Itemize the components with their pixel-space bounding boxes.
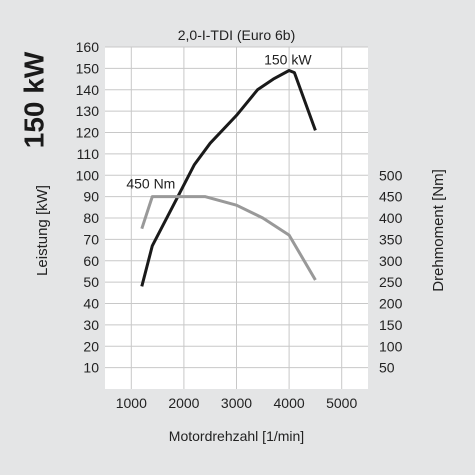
x-tick-label: 3000 bbox=[221, 395, 252, 411]
y-tick-label: 90 bbox=[83, 189, 99, 205]
y-tick-label: 30 bbox=[83, 317, 99, 333]
y-tick-label: 80 bbox=[83, 210, 99, 226]
y-tick-label: 110 bbox=[77, 146, 100, 162]
y-tick-label: 100 bbox=[76, 167, 100, 183]
y-tick-label: 140 bbox=[76, 82, 100, 98]
y2-tick-label: 150 bbox=[379, 317, 403, 333]
y2-tick-label: 400 bbox=[379, 210, 403, 226]
x-axis-label: Motordrehzahl [1/min] bbox=[169, 428, 304, 444]
y-tick-label: 50 bbox=[83, 274, 99, 290]
y-tick-label: 10 bbox=[83, 360, 99, 376]
annotation-torque-peak: 450 Nm bbox=[126, 176, 175, 192]
y-tick-label: 130 bbox=[76, 103, 100, 119]
x-tick-label: 5000 bbox=[326, 395, 357, 411]
y-tick-label: 150 bbox=[76, 60, 100, 76]
x-tick-label: 4000 bbox=[274, 395, 305, 411]
y2-tick-label: 200 bbox=[379, 296, 403, 312]
y2-tick-label: 50 bbox=[379, 360, 395, 376]
y-tick-label: 40 bbox=[83, 296, 99, 312]
y-tick-label: 120 bbox=[76, 125, 100, 141]
y2-tick-label: 250 bbox=[379, 274, 403, 290]
y2-tick-label: 100 bbox=[379, 338, 403, 354]
y2-tick-label: 450 bbox=[379, 189, 403, 205]
chart-title: 2,0-I-TDI (Euro 6b) bbox=[178, 27, 295, 43]
series-line-leistung bbox=[140, 69, 317, 287]
y-tick-label: 20 bbox=[83, 338, 99, 354]
y-tick-label: 60 bbox=[83, 253, 99, 269]
x-tick-label: 1000 bbox=[116, 395, 147, 411]
annotation-power-peak: 150 kW bbox=[264, 52, 312, 68]
y2-tick-label: 300 bbox=[379, 253, 403, 269]
y-tick-label: 70 bbox=[83, 231, 99, 247]
y-tick-label: 160 bbox=[76, 39, 100, 55]
y2-tick-label: 500 bbox=[379, 167, 403, 183]
x-tick-label: 2000 bbox=[168, 395, 199, 411]
y2-tick-label: 350 bbox=[379, 231, 403, 247]
series-line-drehmoment bbox=[140, 195, 317, 281]
